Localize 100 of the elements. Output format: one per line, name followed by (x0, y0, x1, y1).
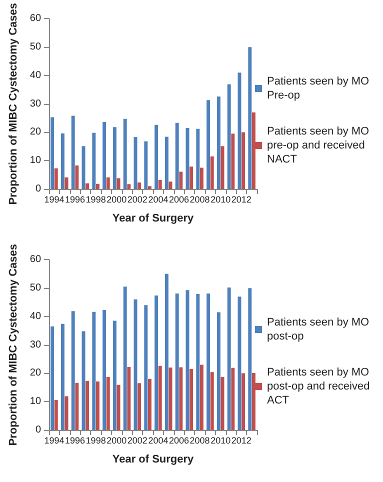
y-tick-label: 10 (30, 396, 42, 408)
bar (86, 183, 90, 189)
bar (123, 118, 127, 189)
x-tick-label: 1994 (44, 194, 64, 204)
y-tick-label: 40 (30, 70, 42, 81)
bar (60, 324, 64, 430)
y-tick-label: 20 (30, 368, 42, 379)
bar (210, 372, 214, 430)
bar (96, 381, 100, 430)
bar (112, 127, 116, 189)
bar (54, 400, 58, 430)
bar (86, 380, 90, 430)
legend-label: Patients seen by MO Pre-op (267, 76, 372, 102)
bar (175, 122, 179, 189)
bar (164, 136, 168, 189)
bar (64, 396, 68, 430)
bar (190, 166, 194, 189)
bar (64, 177, 68, 189)
bar (106, 177, 110, 189)
bar (227, 288, 231, 430)
bar (54, 168, 58, 189)
bar (148, 186, 152, 189)
x-tick-label: 1998 (86, 194, 106, 204)
bar (138, 383, 142, 430)
bar (71, 311, 75, 430)
bar (248, 288, 252, 430)
bar (102, 122, 106, 189)
bar (158, 180, 162, 189)
bar (231, 134, 235, 189)
bar (144, 305, 148, 430)
bar (200, 364, 204, 430)
x-tick-label: 1996 (65, 194, 86, 204)
bar (127, 366, 131, 430)
bar (50, 326, 54, 430)
y-tick-label: 60 (30, 13, 42, 24)
bar (216, 96, 220, 189)
x-tick-label: 1998 (86, 436, 106, 446)
bar (242, 132, 246, 189)
bar (75, 165, 79, 189)
y-tick-label: 40 (30, 310, 42, 322)
legend-label: Patients seen by MO post-op and received ACT (267, 366, 373, 406)
bar (227, 84, 231, 189)
legend-label: Patients seen by MO pre-op and received NACT (267, 126, 372, 166)
x-tick-label: 2002 (127, 436, 148, 446)
y-tick-label: 60 (30, 254, 42, 266)
legend-label: Patients seen by MO post-op (267, 316, 372, 342)
bar (127, 184, 131, 189)
x-tick-label: 2002 (127, 194, 148, 204)
bar (175, 293, 179, 430)
bar (154, 295, 158, 430)
bar (179, 367, 183, 430)
bar (75, 382, 79, 430)
bar (71, 116, 75, 189)
y-axis-title: Proportion of MIBC Cystectomy Cases (8, 3, 20, 205)
x-tick-label: 2004 (148, 436, 168, 446)
bar (231, 368, 235, 430)
x-tick-label: 2010 (210, 436, 231, 446)
x-axis-title: Year of Surgery (112, 212, 195, 224)
y-tick-label: 0 (35, 184, 42, 194)
bar (148, 378, 152, 430)
bar (112, 320, 116, 430)
x-tick-label: 2010 (210, 194, 231, 204)
y-tick-label: 30 (30, 339, 42, 350)
bar (138, 182, 142, 189)
bar (60, 133, 64, 189)
bar (102, 310, 106, 430)
bar (210, 156, 214, 189)
y-tick-label: 30 (30, 98, 42, 110)
bar (206, 293, 210, 430)
x-tick-label: 2006 (168, 194, 190, 204)
bar (116, 178, 120, 189)
bar (200, 168, 204, 189)
bar (158, 366, 162, 430)
bar (92, 312, 96, 430)
x-tick-label: 2000 (106, 194, 127, 204)
y-tick-label: 10 (30, 155, 42, 166)
y-axis-title: Proportion of MIBC Cystectomy Cases (8, 244, 20, 446)
bar (144, 141, 148, 189)
bar (154, 124, 158, 189)
x-tick-label: 2012 (231, 436, 252, 446)
bar (116, 384, 120, 430)
x-tick-label: 2000 (106, 436, 127, 446)
bar (92, 132, 96, 189)
bar (123, 286, 127, 430)
bar (196, 294, 200, 430)
x-tick-label: 2008 (190, 436, 210, 446)
bar (216, 312, 220, 430)
y-tick-label: 50 (30, 282, 42, 294)
bar (248, 47, 252, 189)
bar (196, 128, 200, 189)
bar (190, 368, 194, 430)
bar (164, 274, 168, 430)
bar (50, 117, 54, 189)
x-tick-label: 2008 (190, 194, 210, 204)
x-tick-label: 2006 (168, 436, 190, 446)
bar (106, 376, 110, 430)
bar (96, 184, 100, 189)
bar (242, 373, 246, 430)
x-tick-label: 1994 (44, 436, 64, 446)
bar (206, 100, 210, 189)
